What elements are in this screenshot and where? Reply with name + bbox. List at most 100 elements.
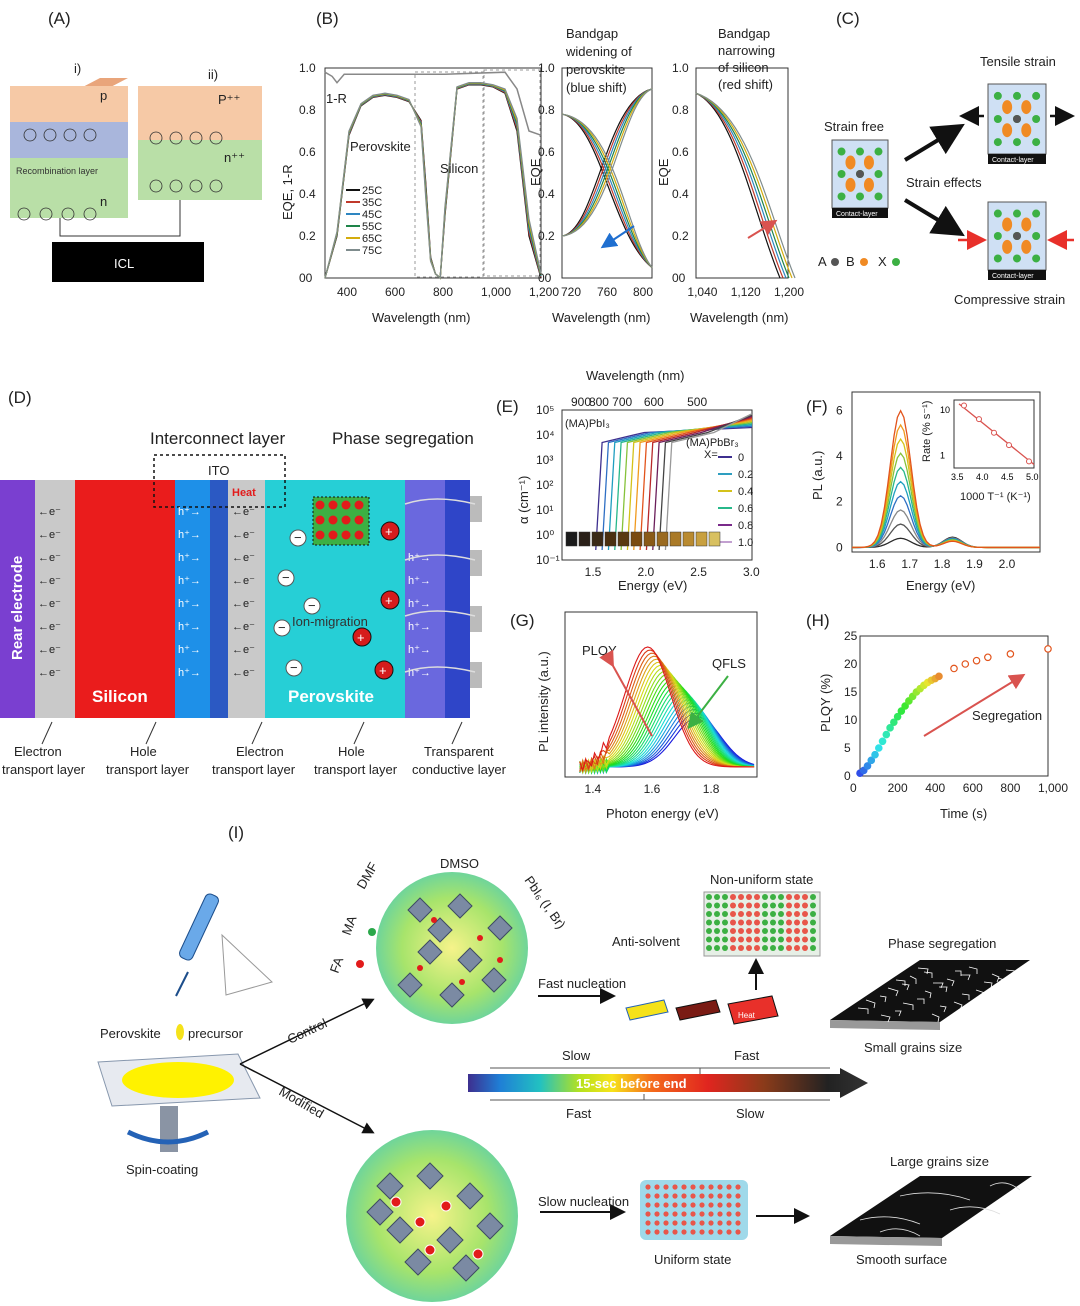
f-inset-point [976,416,982,423]
h-point [961,660,970,668]
lattice-dot [681,1229,687,1235]
lattice-dot [802,902,808,909]
b-mid-ytick: 00 [538,271,552,285]
b-site-dot [860,258,868,266]
segregated-dot [341,515,351,525]
b-right-curve [695,92,781,279]
b-right-curve [695,92,787,279]
b-blue-shift-line: widening of [565,44,632,59]
lattice-dot [770,902,776,909]
lattice-dot [770,945,776,951]
panel-b-label: (B) [316,9,339,28]
anion-icon [277,569,295,587]
b-mid-xtick: 800 [633,285,653,299]
anion-sign: − [294,530,302,545]
g-xticks: 1.4 1.6 1.8 [585,782,720,796]
pbi6-octahedron [407,897,433,923]
electron-arrow: ←e⁻ [232,506,255,518]
h-segregation-arrow [923,673,1026,737]
h-axes [859,635,1049,777]
e-legend-label: 0.8 [738,520,753,532]
e-film-swatch [695,531,708,547]
i-perov-text: Perovskite [100,1026,161,1041]
lattice-dot [706,911,712,917]
x-site-dot [1032,115,1041,123]
e-film-swatch [682,531,695,547]
a-site-dot [856,170,864,178]
svg-text:Heat: Heat [738,1011,756,1020]
d-carriers: ←e⁻ h⁺→ ←e⁻ ←e⁻ h⁺→ ←e⁻ ←e⁻ h⁺→ ←e⁻ h⁺→ ←e⁻ h⁺→ ←e⁻ h… [38,498,476,679]
b-site-dot [863,177,874,192]
lattice-dot [645,1220,651,1226]
lattice-dot [794,902,800,909]
b-blue-shift-arrow [600,225,635,249]
lattice-dot [735,1220,741,1226]
lattice-dot [690,1184,696,1190]
lattice-dot [794,928,800,934]
cation-icon [374,660,394,680]
anion-sign: − [290,660,298,675]
fa-ion-dot [459,979,465,985]
lattice-dot [730,894,736,900]
g-qfls-arrow [687,675,729,730]
lattice-dot [722,919,728,926]
x-site-dot [993,115,1002,123]
b-red-shift-text: Bandgap narrowing of silicon (red shift) [718,26,775,92]
lattice-dot [754,902,760,909]
b-xtick-label: 600 [385,285,405,299]
grain-boundary [999,996,1008,1003]
e-film-swatch [630,531,643,547]
x-site-dot [993,232,1002,240]
b-mid-xtick: 760 [597,285,617,299]
lattice-dot [690,1220,696,1226]
d-caption-line2: transport layer [314,762,398,777]
light-path [404,498,476,505]
c-arrow-tensile [903,123,965,162]
lattice-dot [708,1202,714,1208]
b-xtick-label: 400 [337,285,357,299]
e-ytick: 10⁻¹ [536,553,560,567]
e-xeq-label: X= [704,449,718,461]
lattice-dot [717,1202,723,1208]
e-film-swatch [578,531,591,547]
e-xticks: 1.5 2.0 2.5 3.0 [585,565,760,579]
b-site-dot [1002,123,1013,138]
lattice-dot [735,1184,741,1190]
e-film-swatches [565,531,721,547]
lattice-dot [738,902,744,909]
h-ytick: 15 [844,685,858,699]
cation-icon [380,521,400,541]
lattice-dot [746,894,752,900]
spin-chuck [160,1106,178,1152]
lattice-dot [735,1229,741,1235]
a-site-dot [1013,115,1021,123]
p-plus-text: P⁺⁺ [218,92,240,107]
cation-sign: + [357,630,365,645]
h-point [1006,650,1015,658]
c-crystals: Contact-layer Contact-layer Contact-layer [831,83,1047,280]
h-point [1044,645,1052,653]
lattice-dot [681,1211,687,1217]
electron-arrow: ←e⁻ [38,552,61,564]
grain-boundary [864,980,872,988]
lattice-dot [717,1229,723,1235]
b-right-ytick: 00 [672,271,686,285]
lattice-dot [762,894,768,900]
lattice-dot [786,902,792,909]
x-site-dot [837,147,846,156]
pbi6-octahedron [439,982,465,1008]
lattice-dot [770,928,776,934]
f-ytick: 2 [836,495,843,509]
hole-arrow: h⁺→ [178,621,201,633]
lattice-dot [645,1229,651,1235]
htl-2 [405,480,445,718]
f-inset-ylabel: Rate (% s⁻¹) [921,401,933,462]
b-right-ylabel: EQE [656,158,671,186]
lattice-dot [699,1220,705,1226]
c-arrow-compressive [903,198,965,237]
lattice-dot [645,1211,651,1217]
b-right-xtick: 1,200 [774,285,804,299]
lattice-dot [706,928,712,934]
lattice-dot [738,911,744,917]
grain-boundary [895,1010,902,1017]
